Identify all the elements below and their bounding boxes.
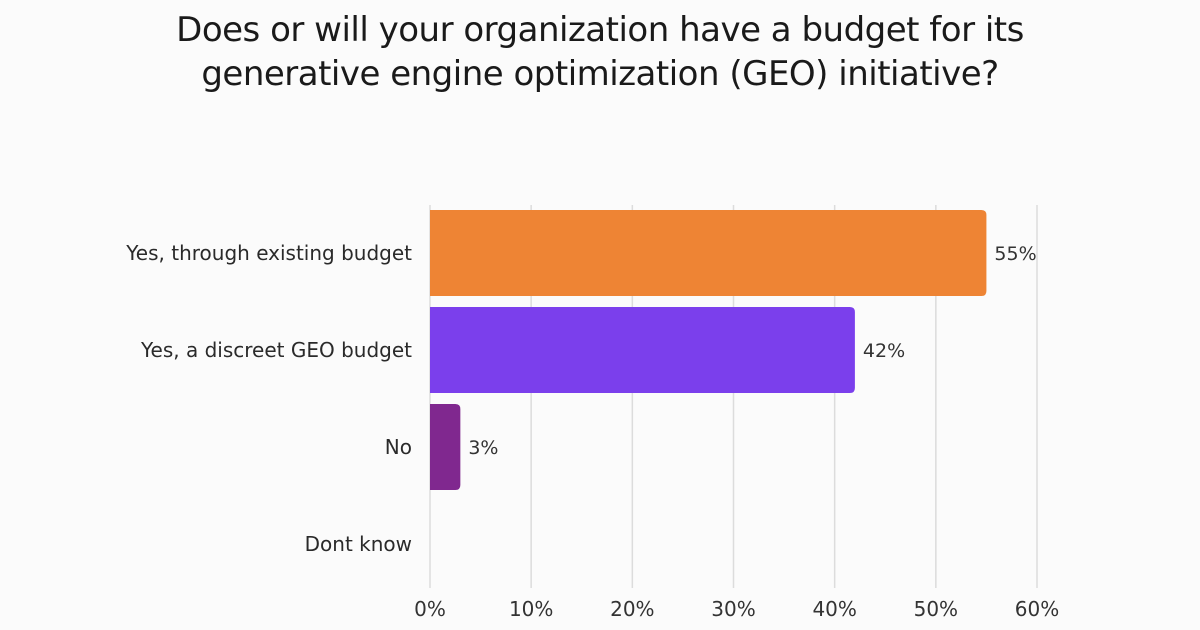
category-label: Yes, through existing budget [125,241,412,265]
x-tick-label: 10% [509,597,553,621]
data-label: 55% [994,243,1036,265]
bar [430,404,461,490]
chart-title-line-2: generative engine optimization (GEO) ini… [201,54,999,94]
x-tick-label: 30% [711,597,755,621]
data-label: 42% [863,340,905,362]
category-label: Yes, a discreet GEO budget [140,338,412,362]
x-tick-label: 0% [414,597,446,621]
bar [430,210,987,296]
chart-title-line-1: Does or will your organization have a bu… [176,10,1024,50]
category-label: Dont know [305,532,412,556]
chart-title: Does or will your organization have a bu… [0,8,1200,96]
x-tick-label: 40% [812,597,856,621]
x-tick-label: 50% [914,597,958,621]
x-tick-label: 60% [1015,597,1059,621]
data-label: 3% [468,437,498,459]
category-label: No [385,435,412,459]
bar [430,307,855,393]
x-tick-label: 20% [610,597,654,621]
